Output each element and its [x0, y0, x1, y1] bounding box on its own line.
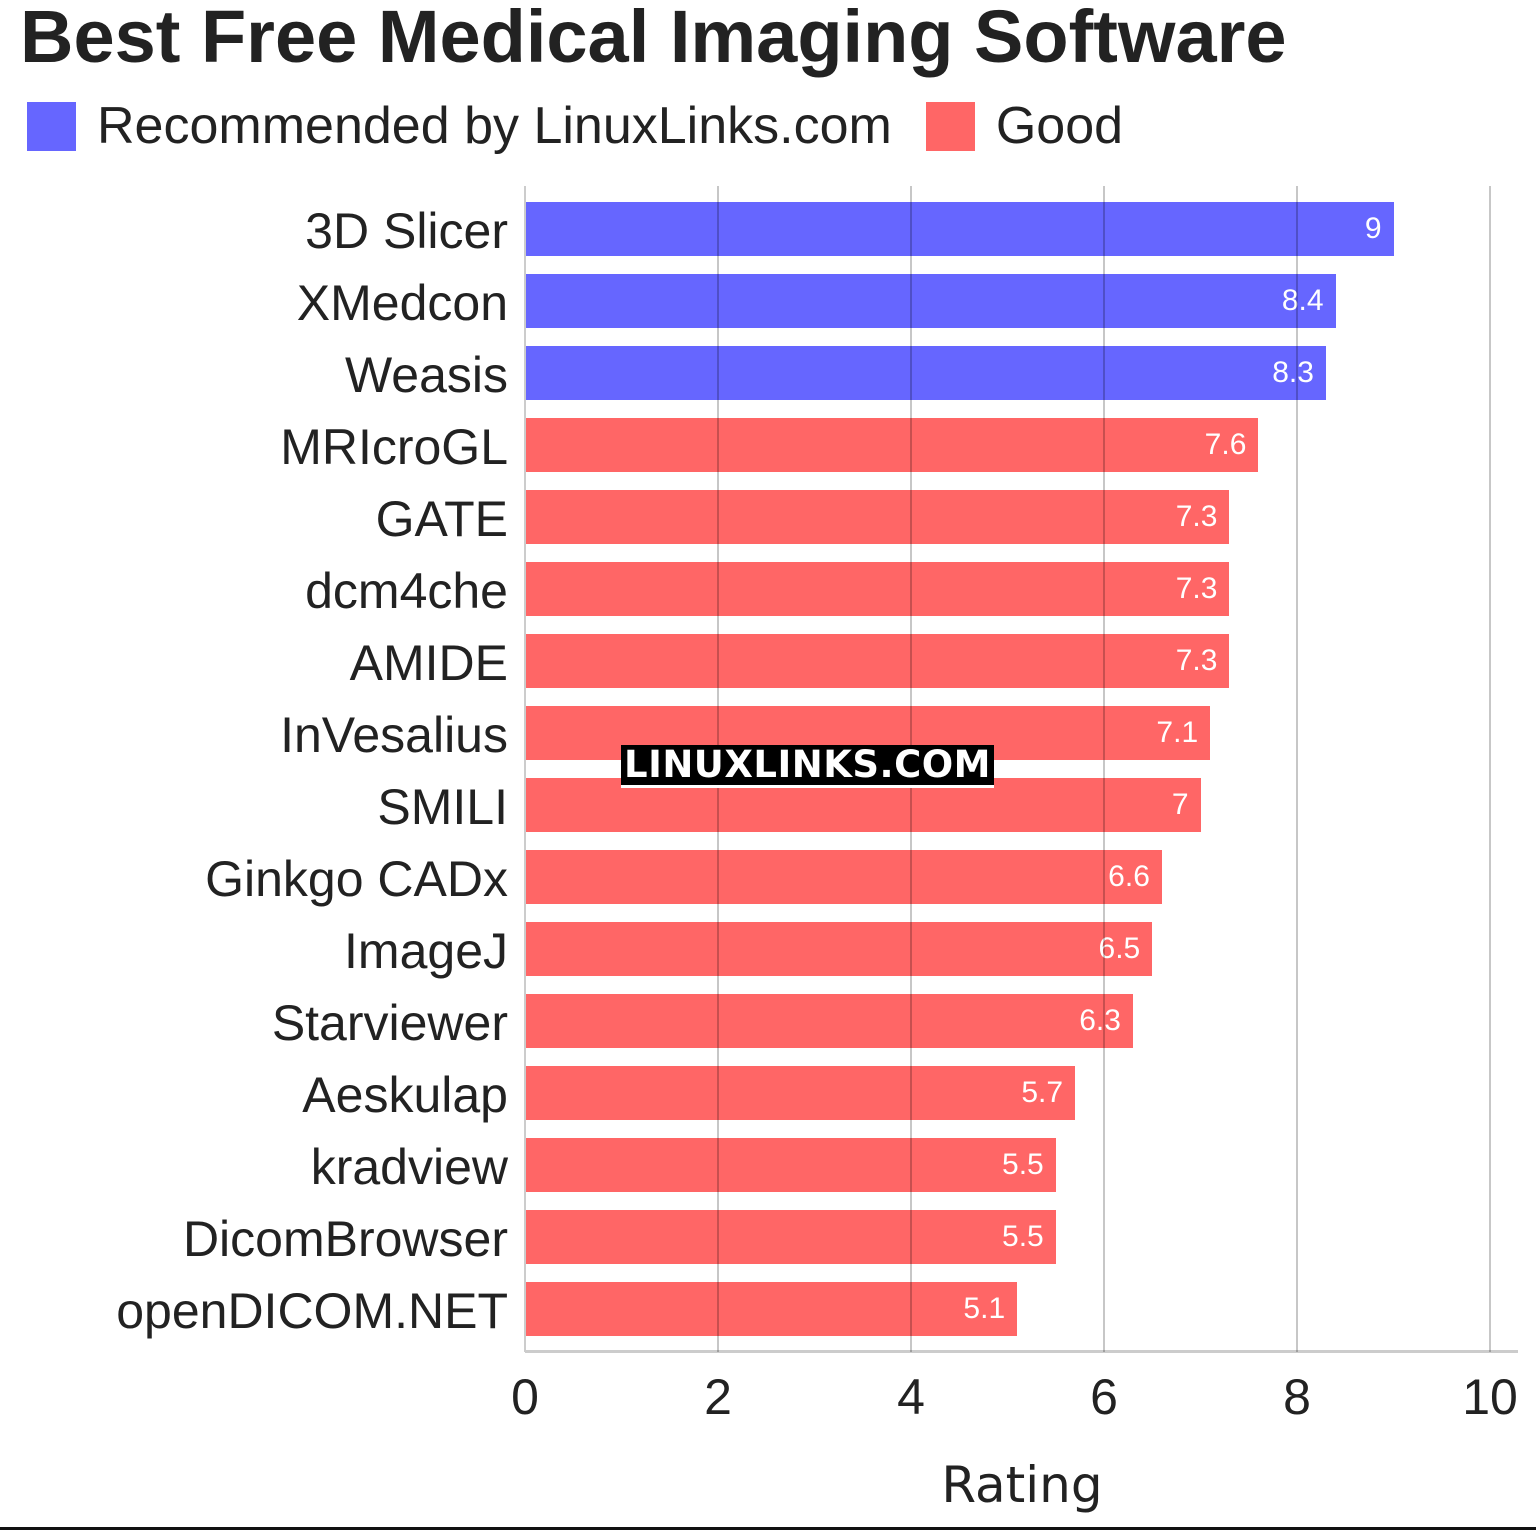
legend-item-good: Good	[925, 96, 1124, 156]
bar-value-label: 6.6	[1108, 860, 1150, 893]
category-label: Weasis	[344, 347, 508, 403]
bar-value-label: 7.3	[1175, 500, 1218, 533]
legend-label-recommended: Recommended by LinuxLinks.com	[97, 97, 892, 155]
x-tick-label: 2	[704, 1369, 732, 1425]
bar: 6.5	[525, 922, 1153, 976]
category-label: dcm4che	[305, 563, 508, 619]
bar-value-label: 7.6	[1204, 428, 1247, 461]
bar-value-label: 5.1	[963, 1292, 1006, 1325]
bar-value-label: 7	[1171, 788, 1189, 821]
category-label: AMIDE	[349, 635, 508, 691]
bar-value-label: 6.3	[1079, 1004, 1121, 1037]
category-label: Starviewer	[271, 995, 508, 1051]
legend: Recommended by LinuxLinks.com Good	[27, 96, 1157, 156]
bar-value-label: 7.1	[1156, 716, 1199, 749]
bar-value-label: 7.3	[1175, 644, 1218, 677]
bar: 7.3	[525, 634, 1230, 688]
bar-value-label: 9	[1364, 212, 1382, 245]
bar-value-label: 6.5	[1098, 932, 1141, 965]
bar: 6.3	[525, 994, 1133, 1048]
category-label: XMedcon	[296, 275, 508, 331]
bar-value-label: 5.5	[1002, 1220, 1044, 1253]
x-tick-label: 8	[1283, 1369, 1311, 1425]
legend-label-good: Good	[995, 97, 1124, 155]
legend-swatch-good	[925, 101, 975, 151]
gridline	[1103, 186, 1105, 1352]
gridline	[1296, 186, 1298, 1352]
category-label: openDICOM.NET	[116, 1283, 508, 1339]
x-axis-label: Rating	[941, 1456, 1103, 1514]
category-label: MRIcroGL	[280, 419, 508, 475]
category-label: ImageJ	[344, 923, 508, 979]
category-label: 3D Slicer	[305, 203, 508, 259]
legend-swatch-recommended	[27, 101, 76, 151]
x-tick-label: 10	[1462, 1369, 1518, 1425]
bar: 5.7	[525, 1066, 1076, 1120]
category-label: Ginkgo CADx	[205, 851, 508, 907]
category-label: Aeskulap	[302, 1067, 508, 1123]
bar: 5.5	[525, 1138, 1056, 1192]
category-label: GATE	[375, 491, 508, 547]
x-axis-line	[525, 1350, 1518, 1353]
category-label: InVesalius	[280, 707, 508, 763]
bar-value-label: 7.3	[1175, 572, 1218, 605]
gridline	[1489, 186, 1491, 1352]
category-label: kradview	[310, 1139, 508, 1195]
x-tick-label: 6	[1090, 1369, 1118, 1425]
bar-value-label: 8.3	[1272, 356, 1314, 389]
category-label: DicomBrowser	[182, 1211, 508, 1267]
category-label: SMILI	[377, 779, 508, 835]
bar-value-label: 5.5	[1002, 1148, 1044, 1181]
y-axis-line	[524, 186, 526, 1352]
bar: 8.3	[525, 346, 1326, 400]
x-tick-label: 0	[511, 1369, 539, 1425]
bar: 9	[525, 202, 1394, 256]
watermark-logo: LINUXLINKS.COM	[621, 745, 994, 788]
bar: 8.4	[525, 274, 1336, 328]
chart-title: Best Free Medical Imaging Software	[20, 0, 1287, 78]
legend-item-recommended: Recommended by LinuxLinks.com	[27, 96, 892, 156]
bar-value-label: 8.4	[1281, 284, 1324, 317]
bar-value-label: 5.7	[1021, 1076, 1064, 1109]
bar: 7.6	[525, 418, 1259, 472]
bar: 5.5	[525, 1210, 1056, 1264]
bottom-border	[0, 1527, 1536, 1530]
bar: 7.3	[525, 562, 1230, 616]
bar: 5.1	[525, 1282, 1018, 1336]
x-tick-label: 4	[897, 1369, 925, 1425]
bar: 6.6	[525, 850, 1162, 904]
bar: 7.3	[525, 490, 1230, 544]
